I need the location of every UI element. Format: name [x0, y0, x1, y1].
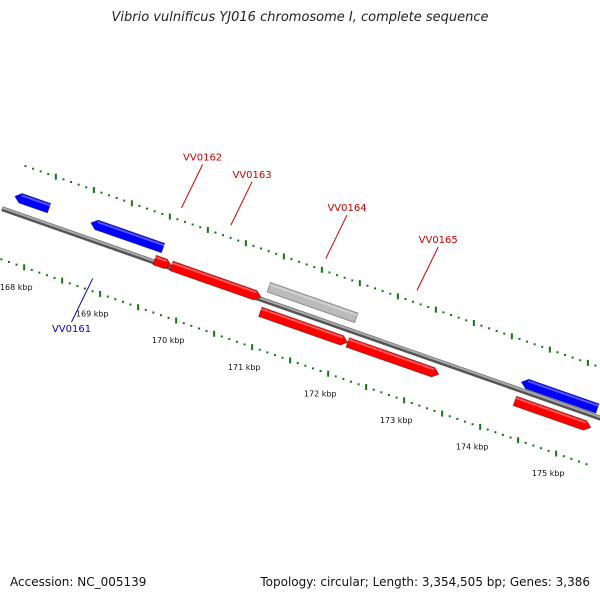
- scale-label: 173 kbp: [380, 416, 413, 425]
- gene-vv0163[interactable]: [169, 260, 262, 301]
- gene-shine: [172, 262, 257, 294]
- accession-label: Accession: NC_005139: [10, 575, 147, 589]
- gene-label-vv0163: VV0163: [232, 170, 271, 181]
- map-title: Vibrio vulnificus YJ016 chromosome I, co…: [111, 10, 489, 25]
- gene-label-vv0161: VV0161: [52, 324, 91, 335]
- gene-g8[interactable]: [520, 378, 600, 414]
- gene-label-vv0164: VV0164: [327, 203, 366, 214]
- gene-track[interactable]: [14, 192, 600, 431]
- callout-line: [71, 278, 94, 323]
- gene-g1[interactable]: [14, 192, 52, 214]
- gene-shine: [527, 380, 599, 407]
- gene-shine: [515, 397, 587, 424]
- gene-g6[interactable]: [257, 306, 349, 346]
- callout-line: [180, 164, 204, 209]
- scale-label: 174 kbp: [456, 443, 489, 452]
- callout-line: [325, 214, 348, 259]
- gene-vv0162[interactable]: [152, 254, 173, 270]
- backbone-highlight: [1, 206, 600, 419]
- lower-tick-track: [0, 258, 588, 466]
- gene-shine: [348, 338, 435, 371]
- chromosome-backbone: [1, 206, 600, 421]
- gene-shine: [21, 194, 51, 207]
- scale-label: 169 kbp: [76, 310, 109, 319]
- gene-shine: [269, 283, 358, 316]
- gene-vv0161[interactable]: [90, 219, 166, 254]
- callout-line: [230, 181, 253, 226]
- scale-label: 172 kbp: [304, 389, 337, 398]
- scale-label: 168 kbp: [0, 283, 33, 292]
- upper-tick-track: [24, 165, 597, 367]
- scale-labels: 168 kbp 169 kbp 170 kbp 171 kbp 172 kbp 173 k…: [0, 283, 565, 478]
- gene-vv0164[interactable]: [266, 281, 359, 324]
- gene-label-vv0165: VV0165: [419, 235, 458, 246]
- gene-shine: [155, 256, 168, 262]
- callout-line: [416, 246, 439, 291]
- gene-shine: [97, 221, 165, 247]
- gene-label-vv0162: VV0162: [183, 153, 222, 164]
- scale-label: 171 kbp: [228, 363, 261, 372]
- scale-label: 170 kbp: [152, 336, 185, 345]
- topology-summary: Topology: circular; Length: 3,354,505 bp…: [260, 575, 590, 589]
- gene-vv0165[interactable]: [345, 337, 440, 378]
- gene-shine: [260, 308, 344, 339]
- scale-label: 175 kbp: [532, 469, 565, 478]
- gene-g9[interactable]: [512, 395, 592, 431]
- gene-callouts: VV0161 VV0162 VV0163 VV0164 VV0165: [52, 153, 458, 335]
